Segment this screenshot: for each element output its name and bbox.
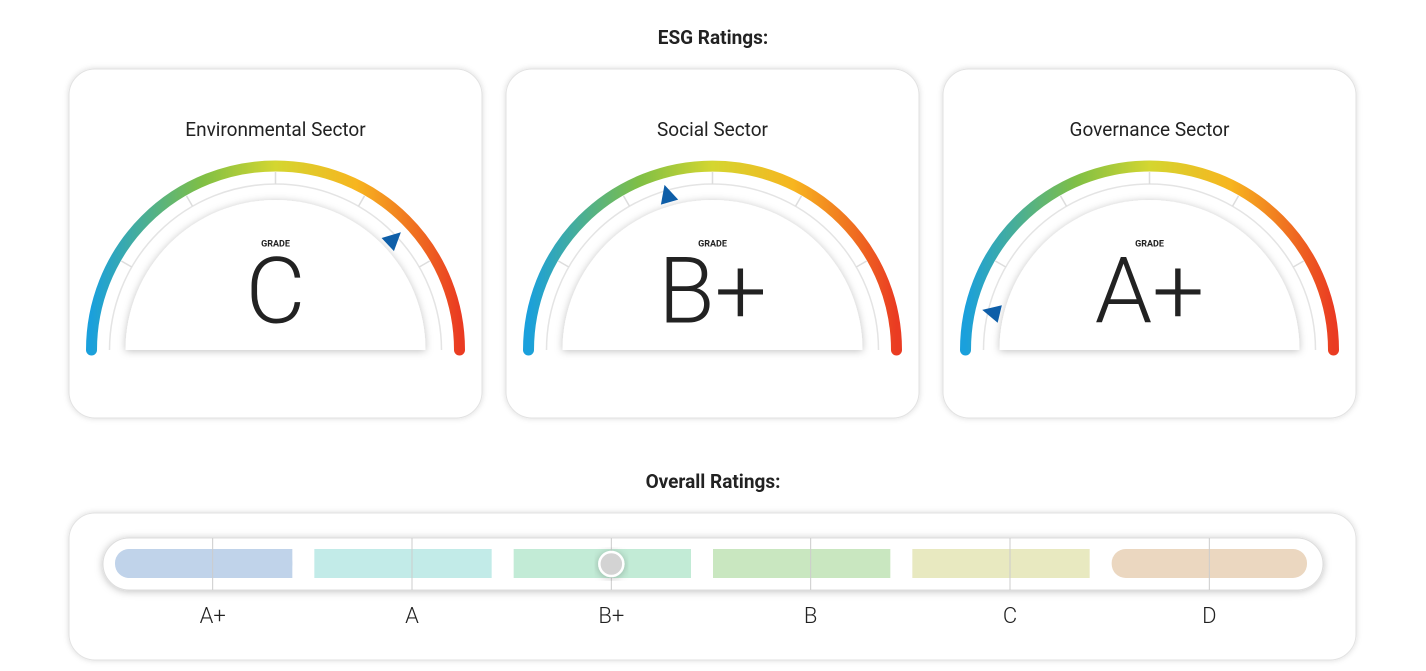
gauge-tick xyxy=(1231,195,1240,207)
section-title: ESG Ratings: xyxy=(658,26,768,49)
gauge-tick xyxy=(418,260,431,268)
rating-segment xyxy=(912,549,1090,578)
gauge-tick xyxy=(557,260,570,268)
gauge-tick xyxy=(120,260,133,268)
gauge-tick xyxy=(622,195,631,207)
gauge-tick xyxy=(794,195,803,207)
gauge-tick xyxy=(1059,195,1068,207)
gauge-pointer xyxy=(982,305,1002,323)
rating-label: B xyxy=(804,604,818,629)
section-title: Overall Ratings: xyxy=(646,470,781,493)
rating-label: B+ xyxy=(598,604,624,629)
rating-segment xyxy=(713,549,891,578)
gauge-face xyxy=(562,200,863,350)
gauge-tick xyxy=(1292,260,1305,268)
gauge-pointer xyxy=(381,232,401,252)
card-title: Governance Sector xyxy=(1070,118,1230,141)
gauge-arc xyxy=(86,160,465,356)
gauge-tick xyxy=(994,260,1007,268)
gauge-ring xyxy=(108,183,443,351)
gauge-tick xyxy=(357,195,366,207)
grade: C xyxy=(246,238,306,345)
gauge-tick xyxy=(855,260,868,268)
gauge-arc xyxy=(523,160,902,356)
rating-label: A xyxy=(405,604,419,629)
gauge-face xyxy=(125,200,426,350)
rating-segment xyxy=(135,549,293,578)
grade-label: GRADE xyxy=(261,239,290,249)
rating-label: D xyxy=(1202,604,1216,629)
gauge-pointer xyxy=(660,184,679,205)
rating-label: A+ xyxy=(200,604,226,629)
rating-marker xyxy=(598,550,625,578)
card-title: Environmental Sector xyxy=(185,118,366,141)
grade-label: GRADE xyxy=(698,239,727,249)
gauge-arc xyxy=(960,160,1339,356)
gauge-tick xyxy=(185,195,194,207)
rating-segment xyxy=(314,549,492,578)
card-title: Social Sector xyxy=(657,118,769,141)
rating-label: C xyxy=(1003,604,1017,629)
gauge-ring xyxy=(982,183,1317,351)
grade: A+ xyxy=(1095,238,1204,345)
gauge-face xyxy=(999,200,1300,350)
grade: B+ xyxy=(658,238,766,345)
gauge-ring xyxy=(545,183,880,351)
grade-label: GRADE xyxy=(1135,239,1164,249)
